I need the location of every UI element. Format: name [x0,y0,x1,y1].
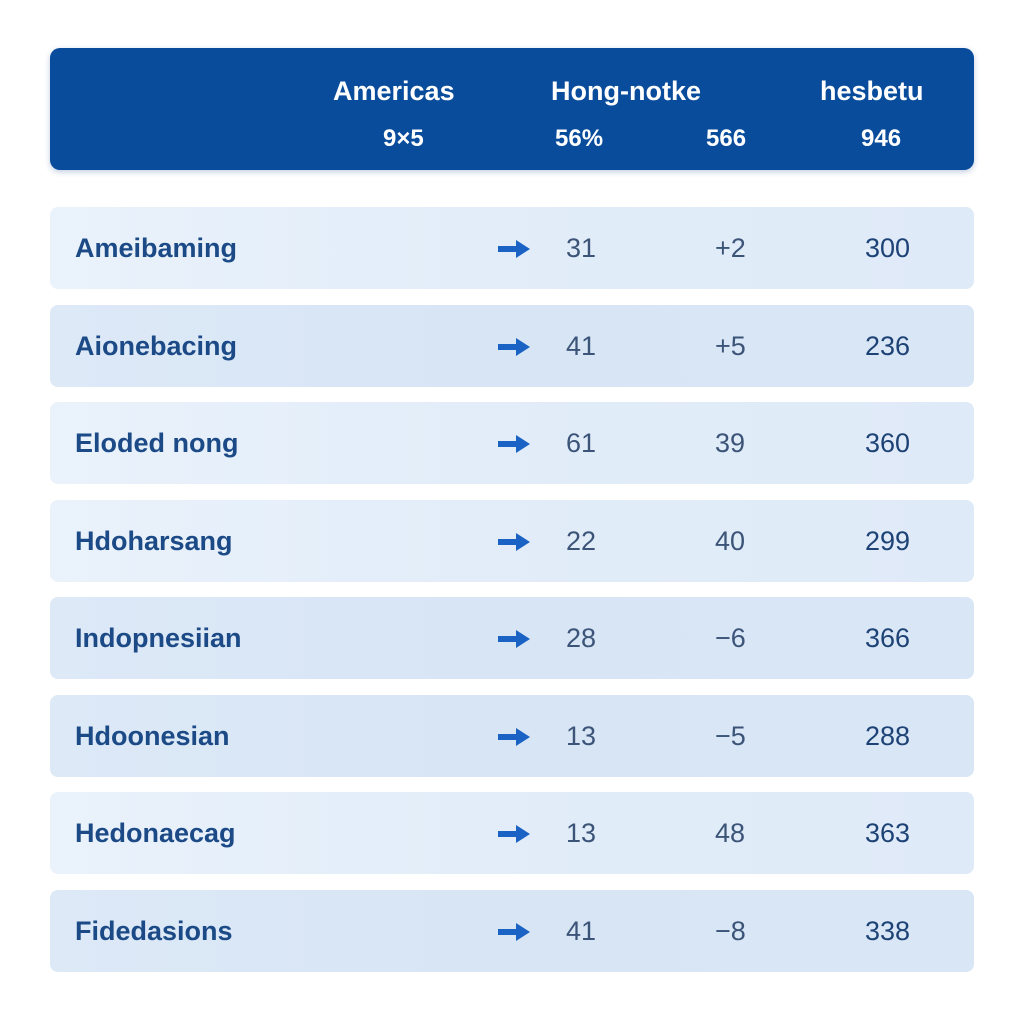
row-value-2: −6 [715,623,746,653]
row-value-2: 48 [715,818,746,848]
header-hong-title: Hong-notke [551,76,701,106]
row-name: Fidedasions [75,915,233,946]
arrow-right-icon [498,727,530,746]
table-row[interactable]: Hdoharsang 22 40 299 [50,499,974,582]
row-value-3: 300 [865,233,911,263]
header-hesbetu-sub: 946 [861,125,902,152]
row-name: Aionebacing [75,330,238,361]
table-row[interactable]: Aionebacing 41 +5 236 [50,304,974,387]
row-value-2: 39 [715,428,746,458]
row-name: Hdoonesian [75,720,230,751]
row-value-3: 366 [865,623,911,653]
row-name: Hedonaecag [75,818,236,848]
row-value-3: 360 [865,428,911,458]
row-value-1: 41 [566,330,597,361]
row-value-3: 338 [865,915,911,946]
arrow-right-icon [498,435,530,453]
header-hong-sub: 56% [555,125,604,152]
row-value-1: 61 [566,428,597,458]
row-value-2: +5 [715,330,746,361]
row-value-2: −8 [715,915,746,946]
row-value-3: 288 [865,720,911,751]
row-value-3: 363 [865,818,911,848]
table-row[interactable]: Eloded nong 61 39 360 [50,402,974,484]
table-row[interactable]: Ameibaming 31 +2 300 [50,207,974,289]
header-hesbetu-title: hesbetu [820,76,924,106]
row-name: Indopnesiian [75,623,242,653]
row-value-1: 28 [566,623,597,653]
row-value-2: +2 [715,233,746,263]
row-value-1: 41 [566,915,597,946]
row-value-1: 22 [566,525,597,556]
row-name: Eloded nong [75,428,239,458]
arrow-right-icon [498,532,530,551]
row-name: Ameibaming [75,233,238,263]
row-value-3: 236 [865,330,911,361]
arrow-right-icon [498,240,530,258]
row-value-3: 299 [865,525,911,556]
header-col3-sub: 566 [706,125,747,152]
header-americas-sub: 9×5 [383,125,424,152]
table-row[interactable]: Indopnesiian 28 −6 366 [50,597,974,679]
header-americas-title: Americas [333,76,455,106]
table-row[interactable]: Fidedasions 41 −8 338 [50,889,974,972]
table-row[interactable]: Hedonaecag 13 48 363 [50,792,974,874]
table-header: Americas 9×5 Hong-notke 56% 566 hesbetu … [50,48,974,170]
row-name: Hdoharsang [75,525,233,556]
row-value-2: 40 [715,525,746,556]
row-value-1: 13 [566,818,597,848]
arrow-right-icon [498,922,530,941]
arrow-right-icon [498,337,530,356]
row-value-1: 31 [566,233,597,263]
table-body: Ameibaming 31 +2 300 Aionebacing 41 +5 2… [50,207,974,987]
row-value-1: 13 [566,720,597,751]
row-value-2: −5 [715,720,746,751]
table-row[interactable]: Hdoonesian 13 −5 288 [50,694,974,777]
arrow-right-icon [498,630,530,648]
arrow-right-icon [498,825,530,843]
